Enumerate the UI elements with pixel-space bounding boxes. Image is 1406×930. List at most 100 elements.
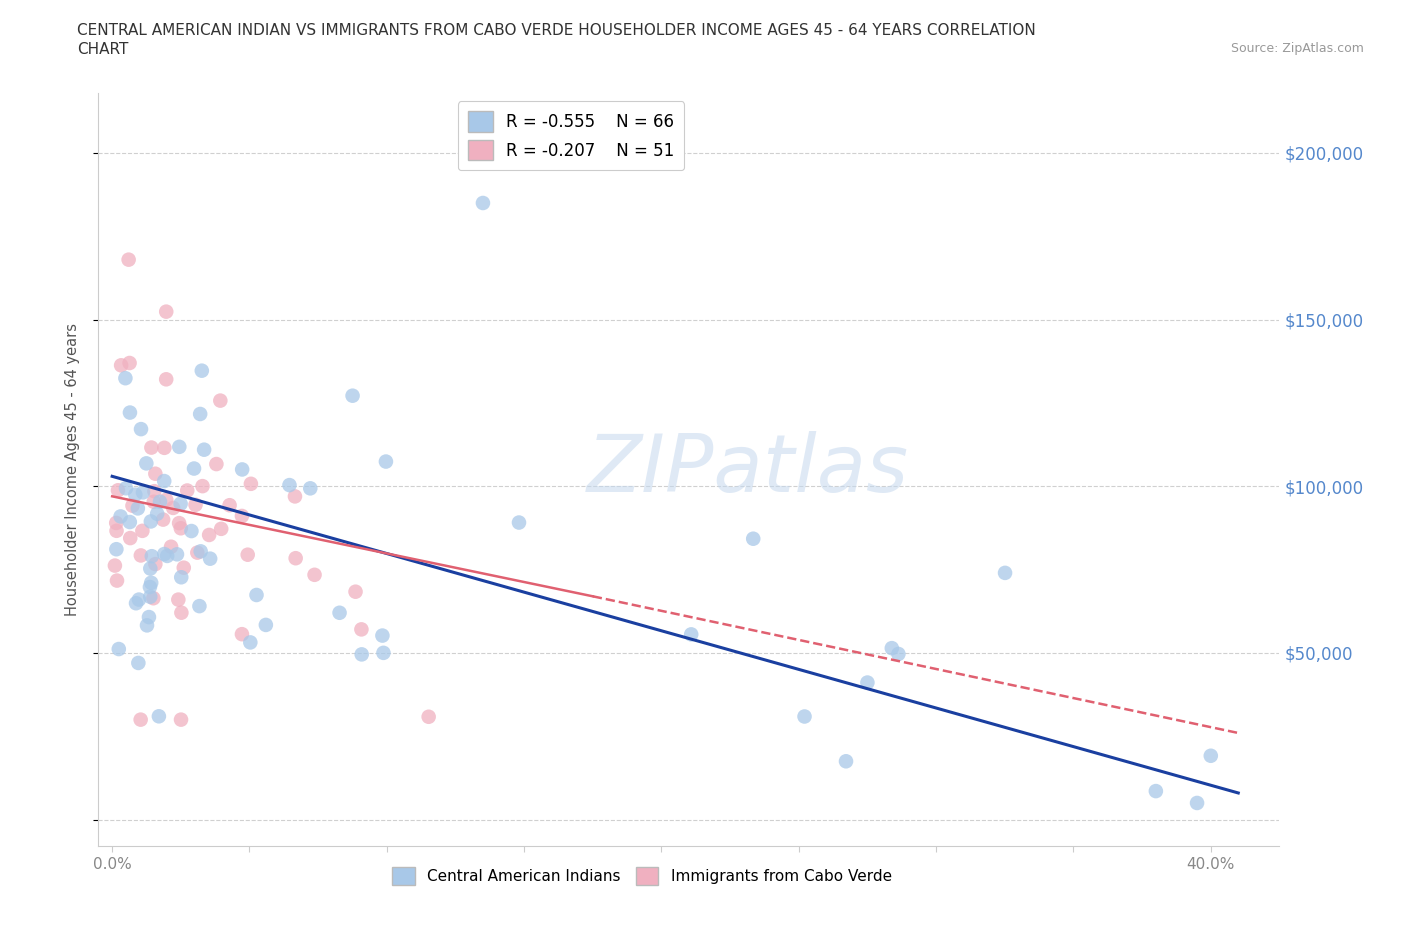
Point [141,576,163,591]
Point [162,500,184,515]
Text: CHART: CHART [77,42,129,57]
Point [205,457,228,472]
Point [155,372,177,387]
Point [139,579,162,594]
Point [186,545,208,560]
Point [278,478,301,493]
Point [149,494,172,509]
Point [371,628,394,643]
Point [184,498,207,512]
Point [143,557,166,572]
Point [127,501,149,516]
Point [835,754,858,769]
Point [107,483,129,498]
Point [110,509,132,524]
Point [471,195,494,210]
Point [143,484,166,498]
Point [342,388,364,403]
Point [166,547,188,562]
Point [344,584,367,599]
Point [156,549,179,564]
Point [132,485,155,499]
Point [231,462,253,477]
Point [135,456,157,471]
Point [105,573,128,588]
Point [139,561,162,576]
Point [139,590,162,604]
Point [880,641,903,656]
Point [128,592,150,607]
Point [193,443,215,458]
Point [129,421,152,436]
Point [198,551,221,566]
Point [198,527,221,542]
Point [129,712,152,727]
Point [115,481,138,496]
Point [160,539,183,554]
Point [155,304,177,319]
Point [180,524,202,538]
Point [284,551,307,565]
Legend: Central American Indians, Immigrants from Cabo Verde: Central American Indians, Immigrants fro… [385,860,898,891]
Point [141,440,163,455]
Point [169,439,191,454]
Point [350,647,373,662]
Point [190,544,212,559]
Point [167,592,190,607]
Point [176,483,198,498]
Point [793,709,815,724]
Point [191,479,214,494]
Point [118,355,141,370]
Point [239,476,262,491]
Point [1144,784,1167,799]
Point [153,547,176,562]
Point [104,558,127,573]
Point [418,710,440,724]
Point [124,487,146,502]
Point [284,489,307,504]
Point [374,454,396,469]
Point [191,364,214,379]
Point [143,466,166,481]
Point [105,542,128,557]
Point [304,567,326,582]
Point [183,461,205,476]
Point [681,627,703,642]
Point [153,473,176,488]
Point [188,406,211,421]
Point [153,441,176,456]
Point [118,405,141,420]
Point [245,588,267,603]
Point [231,509,253,524]
Point [167,515,190,530]
Point [170,605,193,620]
Point [129,548,152,563]
Point [1185,795,1208,810]
Point [209,522,232,537]
Point [994,565,1017,580]
Point [299,481,322,496]
Text: Source: ZipAtlas.com: Source: ZipAtlas.com [1230,42,1364,55]
Point [148,709,170,724]
Point [131,524,153,538]
Point [152,512,174,527]
Point [887,646,910,661]
Point [138,610,160,625]
Y-axis label: Householder Income Ages 45 - 64 years: Householder Income Ages 45 - 64 years [65,323,80,617]
Point [254,618,277,632]
Point [218,498,240,512]
Point [170,712,193,727]
Point [105,524,128,538]
Text: ZIPatlas: ZIPatlas [586,431,910,509]
Point [239,635,262,650]
Point [169,497,191,512]
Point [155,492,177,507]
Point [329,605,352,620]
Point [231,627,253,642]
Point [121,498,143,513]
Text: CENTRAL AMERICAN INDIAN VS IMMIGRANTS FROM CABO VERDE HOUSEHOLDER INCOME AGES 45: CENTRAL AMERICAN INDIAN VS IMMIGRANTS FR… [77,23,1036,38]
Point [120,531,142,546]
Point [110,358,132,373]
Point [173,560,195,575]
Point [136,618,159,632]
